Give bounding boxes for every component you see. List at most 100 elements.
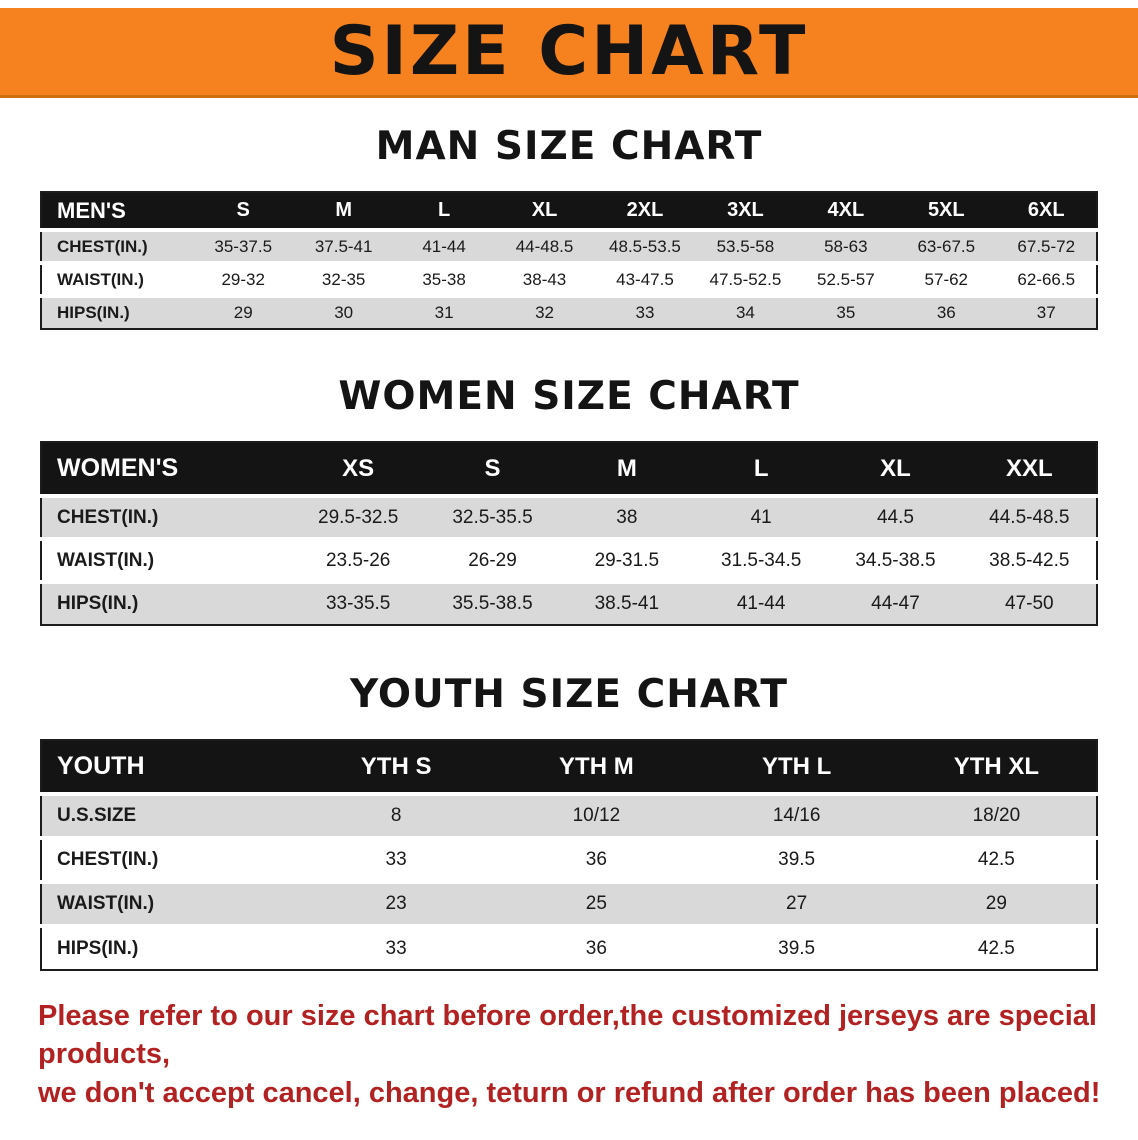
size-column-header: XL [828, 442, 963, 498]
men-size-chart-section: MAN SIZE CHART MEN'S S M L XL 2XL 3XL 4XL 5XL 6XL C… [0, 124, 1138, 330]
youth-size-table: YOUTH YTH S YTH M YTH L YTH XL U.S.SIZE 8 10/12… [40, 739, 1098, 971]
row-label: HIPS(IN.) [41, 582, 291, 625]
youth-header-label: YOUTH [41, 740, 296, 796]
size-value: 29 [896, 882, 1097, 928]
youth-size-chart-heading: YOUTH SIZE CHART [350, 672, 788, 717]
size-value: 36 [496, 838, 697, 884]
size-value: 30 [293, 296, 394, 329]
size-value: 44.5 [828, 496, 963, 541]
size-column-header: YTH L [696, 740, 897, 796]
size-column-header: M [293, 192, 394, 232]
size-column-header: L [693, 442, 829, 498]
size-column-header: S [425, 442, 560, 498]
size-value: 47.5-52.5 [695, 263, 796, 298]
size-value: 33 [594, 296, 696, 329]
size-column-header: XXL [962, 442, 1097, 498]
size-value: 38 [559, 496, 694, 541]
size-value: 27 [696, 882, 897, 928]
size-value: 29 [193, 296, 294, 329]
size-value: 42.5 [896, 926, 1097, 970]
size-value: 33-35.5 [291, 582, 426, 625]
table-header-row: MEN'S S M L XL 2XL 3XL 4XL 5XL 6XL [41, 192, 1097, 232]
size-value: 35.5-38.5 [425, 582, 560, 625]
size-value: 18/20 [896, 794, 1097, 840]
men-header-label: MEN'S [41, 192, 193, 232]
size-column-header: 6XL [996, 192, 1097, 232]
row-label: CHEST(IN.) [41, 230, 193, 265]
row-label: HIPS(IN.) [41, 926, 296, 970]
size-value: 25 [496, 882, 697, 928]
size-value: 52.5-57 [795, 263, 897, 298]
size-value: 44-47 [828, 582, 963, 625]
size-value: 43-47.5 [594, 263, 696, 298]
size-column-header: S [193, 192, 294, 232]
size-value: 39.5 [696, 926, 897, 970]
size-value: 31.5-34.5 [693, 539, 829, 584]
youth-size-chart-section: YOUTH SIZE CHART YOUTH YTH S YTH M YTH L YTH … [0, 672, 1138, 971]
size-value: 31 [393, 296, 495, 329]
size-value: 57-62 [896, 263, 997, 298]
size-value: 34.5-38.5 [828, 539, 963, 584]
size-value: 8 [296, 794, 497, 840]
row-label: CHEST(IN.) [41, 838, 296, 884]
size-column-header: YTH M [496, 740, 697, 796]
size-value: 29-32 [193, 263, 294, 298]
footer-line-1: Please refer to our size chart before or… [38, 1000, 1097, 1071]
size-value: 53.5-58 [695, 230, 796, 265]
size-value: 44-48.5 [494, 230, 595, 265]
women-size-table: WOMEN'S XS S M L XL XXL CHEST(IN.) 29.5-32.5 32.5… [40, 441, 1098, 626]
size-value: 23 [296, 882, 497, 928]
table-row: HIPS(IN.) 33 36 39.5 42.5 [41, 926, 1097, 970]
size-value: 37 [996, 296, 1097, 329]
men-size-table: MEN'S S M L XL 2XL 3XL 4XL 5XL 6XL CHEST(IN.) 35-37… [40, 191, 1098, 330]
size-value: 39.5 [696, 838, 897, 884]
size-value: 38.5-41 [559, 582, 694, 625]
table-row: U.S.SIZE 8 10/12 14/16 18/20 [41, 794, 1097, 840]
size-value: 33 [296, 926, 497, 970]
size-value: 33 [296, 838, 497, 884]
women-size-chart-section: WOMEN SIZE CHART WOMEN'S XS S M L XL XXL CHEST(I… [0, 374, 1138, 626]
size-value: 41 [693, 496, 829, 541]
size-value: 35-38 [393, 263, 495, 298]
men-size-chart-heading: MAN SIZE CHART [375, 124, 763, 169]
row-label: U.S.SIZE [41, 794, 296, 840]
size-value: 29-31.5 [559, 539, 694, 584]
page-title: SIZE CHART [329, 12, 809, 91]
size-column-header: YTH XL [896, 740, 1097, 796]
size-value: 32.5-35.5 [425, 496, 560, 541]
size-value: 41-44 [693, 582, 829, 625]
size-value: 41-44 [393, 230, 495, 265]
table-row: HIPS(IN.) 33-35.5 35.5-38.5 38.5-41 41-44 44-… [41, 582, 1097, 625]
size-value: 48.5-53.5 [594, 230, 696, 265]
size-column-header: 4XL [795, 192, 897, 232]
size-column-header: 3XL [695, 192, 796, 232]
table-row: WAIST(IN.) 29-32 32-35 35-38 38-43 43-47.5 47.… [41, 263, 1097, 298]
row-label: HIPS(IN.) [41, 296, 193, 329]
size-value: 26-29 [425, 539, 560, 584]
table-header-row: WOMEN'S XS S M L XL XXL [41, 442, 1097, 498]
size-value: 32 [494, 296, 595, 329]
row-label: WAIST(IN.) [41, 882, 296, 928]
size-value: 37.5-41 [293, 230, 394, 265]
row-label: CHEST(IN.) [41, 496, 291, 541]
table-row: CHEST(IN.) 29.5-32.5 32.5-35.5 38 41 44.5 44.5… [41, 496, 1097, 541]
size-value: 35 [795, 296, 897, 329]
size-value: 35-37.5 [193, 230, 294, 265]
size-column-header: XL [494, 192, 595, 232]
table-row: WAIST(IN.) 23 25 27 29 [41, 882, 1097, 928]
size-column-header: YTH S [296, 740, 497, 796]
size-value: 42.5 [896, 838, 1097, 884]
size-value: 38.5-42.5 [962, 539, 1097, 584]
footer-warning: Please refer to our size chart before or… [38, 997, 1114, 1112]
footer-line-2: we don't accept cancel, change, teturn o… [38, 1076, 1101, 1109]
women-header-label: WOMEN'S [41, 442, 291, 498]
row-label: WAIST(IN.) [41, 263, 193, 298]
size-value: 10/12 [496, 794, 697, 840]
table-row: CHEST(IN.) 35-37.5 37.5-41 41-44 44-48.5 48.5… [41, 230, 1097, 265]
table-row: HIPS(IN.) 29 30 31 32 33 34 35 36 37 [41, 296, 1097, 329]
size-value: 29.5-32.5 [291, 496, 426, 541]
size-value: 23.5-26 [291, 539, 426, 584]
size-column-header: L [393, 192, 495, 232]
size-column-header: M [559, 442, 694, 498]
size-value: 34 [695, 296, 796, 329]
